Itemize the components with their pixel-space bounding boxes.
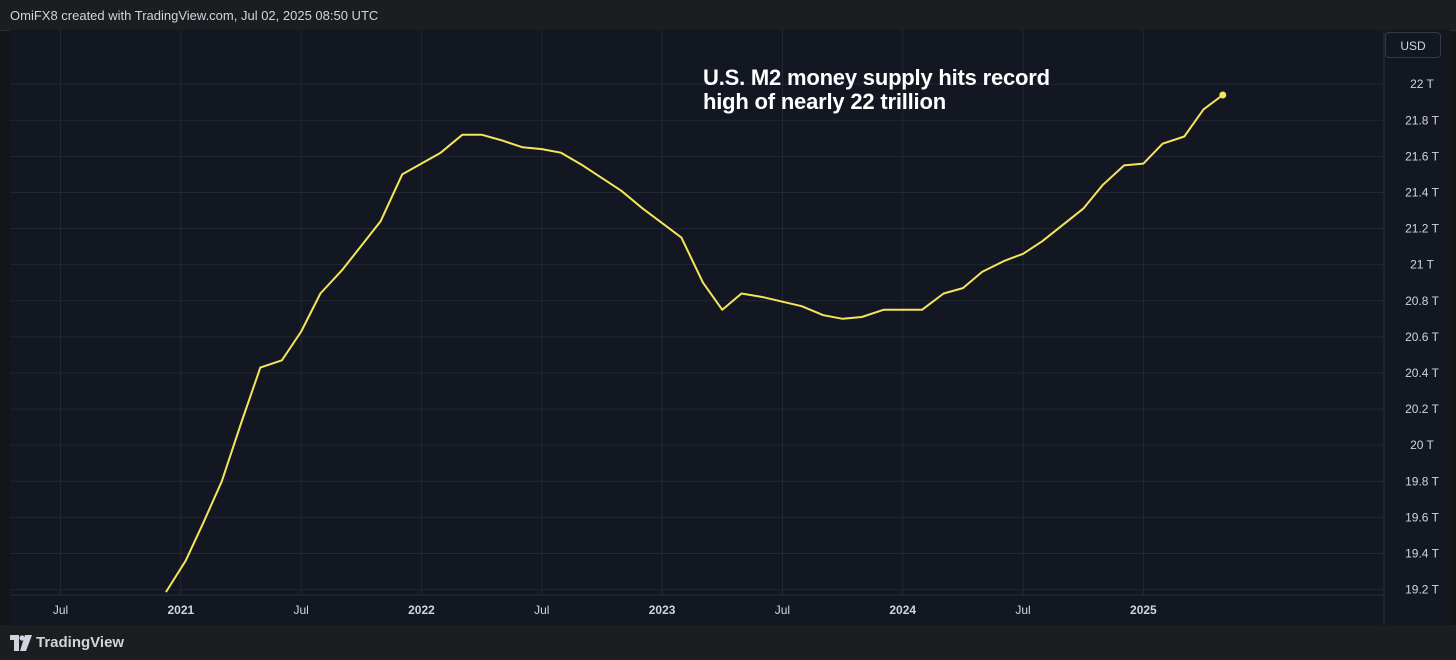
chart-background [10, 30, 1450, 625]
price-tick-label: 20 T [1410, 438, 1434, 452]
annotation-line-1: U.S. M2 money supply hits record [703, 65, 1050, 90]
time-tick-label: Jul [53, 603, 68, 617]
price-tick-label: 20.6 T [1405, 330, 1439, 344]
price-tick-label: 21.4 T [1405, 185, 1439, 199]
time-tick-label: 2022 [408, 603, 435, 617]
brand-name: TradingView [36, 634, 125, 651]
chart-area[interactable]: 22 T 21.8 T 21.6 T 21.4 T 21.2 T 21 T 20.8 T 20… [10, 30, 1450, 625]
annotation-line-2: high of nearly 22 trillion [703, 89, 946, 114]
time-tick-label: Jul [775, 603, 790, 617]
time-tick-label: 2023 [649, 603, 676, 617]
series-line-m2 [165, 94, 1224, 593]
bottom-bar: TradingView [0, 625, 1456, 660]
time-tick-label: Jul [293, 603, 308, 617]
price-tick-label: 20.8 T [1405, 294, 1439, 308]
chart-credit: OmiFX8 created with TradingView.com, Jul… [10, 8, 379, 23]
time-tick-label: 2024 [889, 603, 916, 617]
grid-layer [10, 30, 1384, 595]
series-layer [165, 91, 1227, 593]
price-tick-label: 20.2 T [1405, 402, 1439, 416]
price-tick-label: 21.8 T [1405, 113, 1439, 127]
time-tick-label: 2025 [1130, 603, 1157, 617]
price-tick-label: 19.4 T [1405, 546, 1439, 560]
m2-line-chart[interactable]: 22 T 21.8 T 21.6 T 21.4 T 21.2 T 21 T 20.8 T 20… [10, 30, 1450, 625]
price-axis[interactable]: 22 T 21.8 T 21.6 T 21.4 T 21.2 T 21 T 20.8 T 20… [1405, 77, 1439, 596]
currency-button[interactable]: USD [1385, 32, 1441, 58]
tradingview-logo-icon [10, 634, 32, 651]
price-tick-label: 19.6 T [1405, 510, 1439, 524]
price-tick-label: 22 T [1410, 77, 1434, 91]
top-bar: OmiFX8 created with TradingView.com, Jul… [0, 0, 1456, 31]
tradingview-brand[interactable]: TradingView [10, 634, 124, 651]
last-value-marker [1219, 91, 1227, 99]
price-tick-label: 19.2 T [1405, 583, 1439, 597]
chart-annotation: U.S. M2 money supply hits record high of… [703, 66, 1050, 114]
time-tick-label: 2021 [167, 603, 194, 617]
price-tick-label: 19.8 T [1405, 474, 1439, 488]
price-tick-label: 20.4 T [1405, 366, 1439, 380]
time-axis[interactable]: Jul 2021 Jul 2022 Jul 2023 Jul 2024 Jul 2025 [53, 603, 1157, 617]
time-tick-label: Jul [1015, 603, 1030, 617]
time-tick-label: Jul [534, 603, 549, 617]
price-tick-label: 21.6 T [1405, 149, 1439, 163]
price-tick-label: 21 T [1410, 258, 1434, 272]
price-tick-label: 21.2 T [1405, 222, 1439, 236]
